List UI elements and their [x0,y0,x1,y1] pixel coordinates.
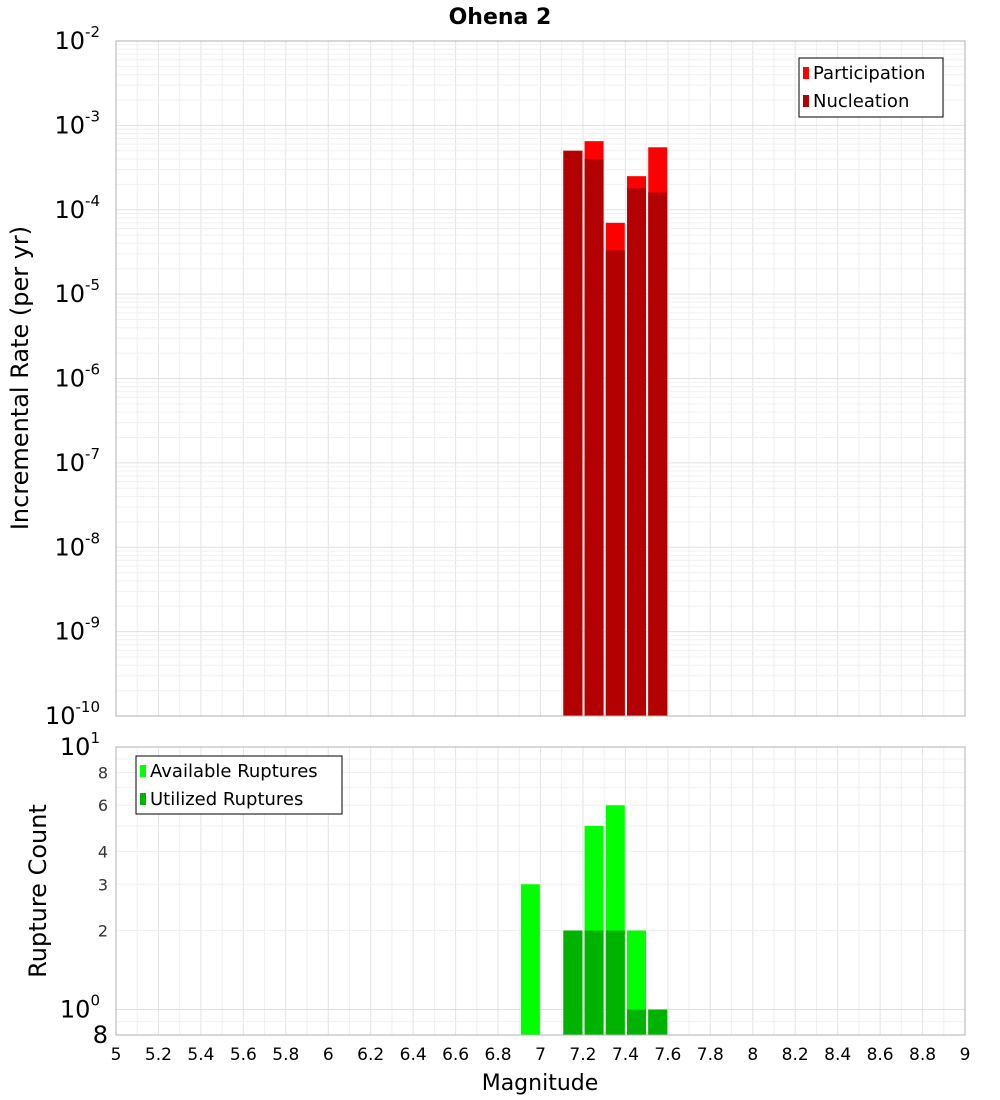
x-tick-label: 7.6 [654,1045,681,1065]
y-tick-label: 10-3 [54,107,100,139]
x-tick-label: 8.6 [867,1045,894,1065]
legend-label: Utilized Ruptures [150,789,303,810]
y-tick-label: 10-7 [54,445,100,477]
x-tick-label: 6.8 [485,1045,512,1065]
plot-frame [115,746,966,1036]
legend-label: Nucleation [813,91,909,112]
count-bar-available-ruptures [520,884,540,1035]
x-tick-label: 8.8 [909,1045,936,1065]
legend-box [135,755,343,815]
x-tick-label: 7.2 [569,1045,596,1065]
y-tick-label: 10-10 [45,698,100,730]
legend-label: Available Ruptures [150,761,318,782]
rate-bar-nucleation [605,250,625,717]
x-tick-label: 5.6 [230,1045,257,1065]
legend-label: Participation [813,63,925,84]
bottom-y-axis-label: Rupture Count [24,804,52,978]
rate-bar-nucleation [563,150,583,716]
x-tick-label: 7.8 [697,1045,724,1065]
x-axis-label: Magnitude [482,1071,599,1096]
x-tick-label: 8.4 [824,1045,851,1065]
legend-swatch [803,95,809,107]
count-bar-utilized-ruptures [584,930,604,1035]
y-tick-label: 10-5 [54,276,100,308]
x-tick-label: 7 [535,1045,546,1065]
count-bar-utilized-ruptures [627,1009,647,1035]
chart-title: Ohena 2 [449,5,552,30]
y-tick-label: 8 [93,1021,108,1049]
plot-frame [115,40,966,717]
legend-box [798,57,944,118]
legend-bottom: Available Ruptures Utilized Ruptures [135,755,343,815]
count-bar-utilized-ruptures [648,1009,668,1035]
x-tick-label: 5.4 [187,1045,214,1065]
y-tick-label: 10-4 [54,192,100,224]
count-bar-utilized-ruptures [605,930,625,1035]
legend-swatch [140,765,146,777]
top-y-axis-label: Incremental Rate (per yr) [6,226,34,530]
legend-swatch [140,793,146,805]
y-tick-label: 8 [98,763,108,782]
y-tick-label: 10-8 [54,529,100,561]
rate-bar-nucleation [627,188,647,717]
x-tick-label: 8.2 [782,1045,809,1065]
y-tick-label: 4 [98,842,108,861]
x-tick-label: 5.8 [272,1045,299,1065]
y-tick-label: 2 [98,922,108,941]
legend-swatch [803,67,809,79]
count-bar-utilized-ruptures [563,930,583,1035]
x-tick-label: 9 [960,1045,971,1065]
rate-bar-nucleation [584,158,604,717]
x-tick-label: 5 [111,1045,122,1065]
y-tick-label: 6 [98,796,108,815]
rate-bar-nucleation [648,192,668,717]
count-bar-available-ruptures [627,930,647,1035]
x-tick-label: 6 [323,1045,334,1065]
y-tick-label: 101 [60,729,100,761]
x-tick-label: 7.4 [612,1045,639,1065]
x-tick-label: 6.6 [442,1045,469,1065]
y-tick-label: 10-2 [54,23,100,55]
x-tick-label: 8 [747,1045,758,1065]
x-tick-label: 5.2 [145,1045,172,1065]
legend-top: Participation Nucleation [798,57,944,118]
y-tick-label: 10-9 [54,614,100,646]
top-plot-area: 10-10 10-9 10-8 10-7 10-6 10-5 10-4 10-3 10-2 Par… [45,23,966,730]
y-tick-label: 10-6 [54,361,100,393]
y-tick-label: 100 [60,992,100,1024]
x-tick-label: 6.2 [357,1045,384,1065]
y-tick-label: 3 [98,875,108,894]
x-tick-label: 6.4 [400,1045,427,1065]
